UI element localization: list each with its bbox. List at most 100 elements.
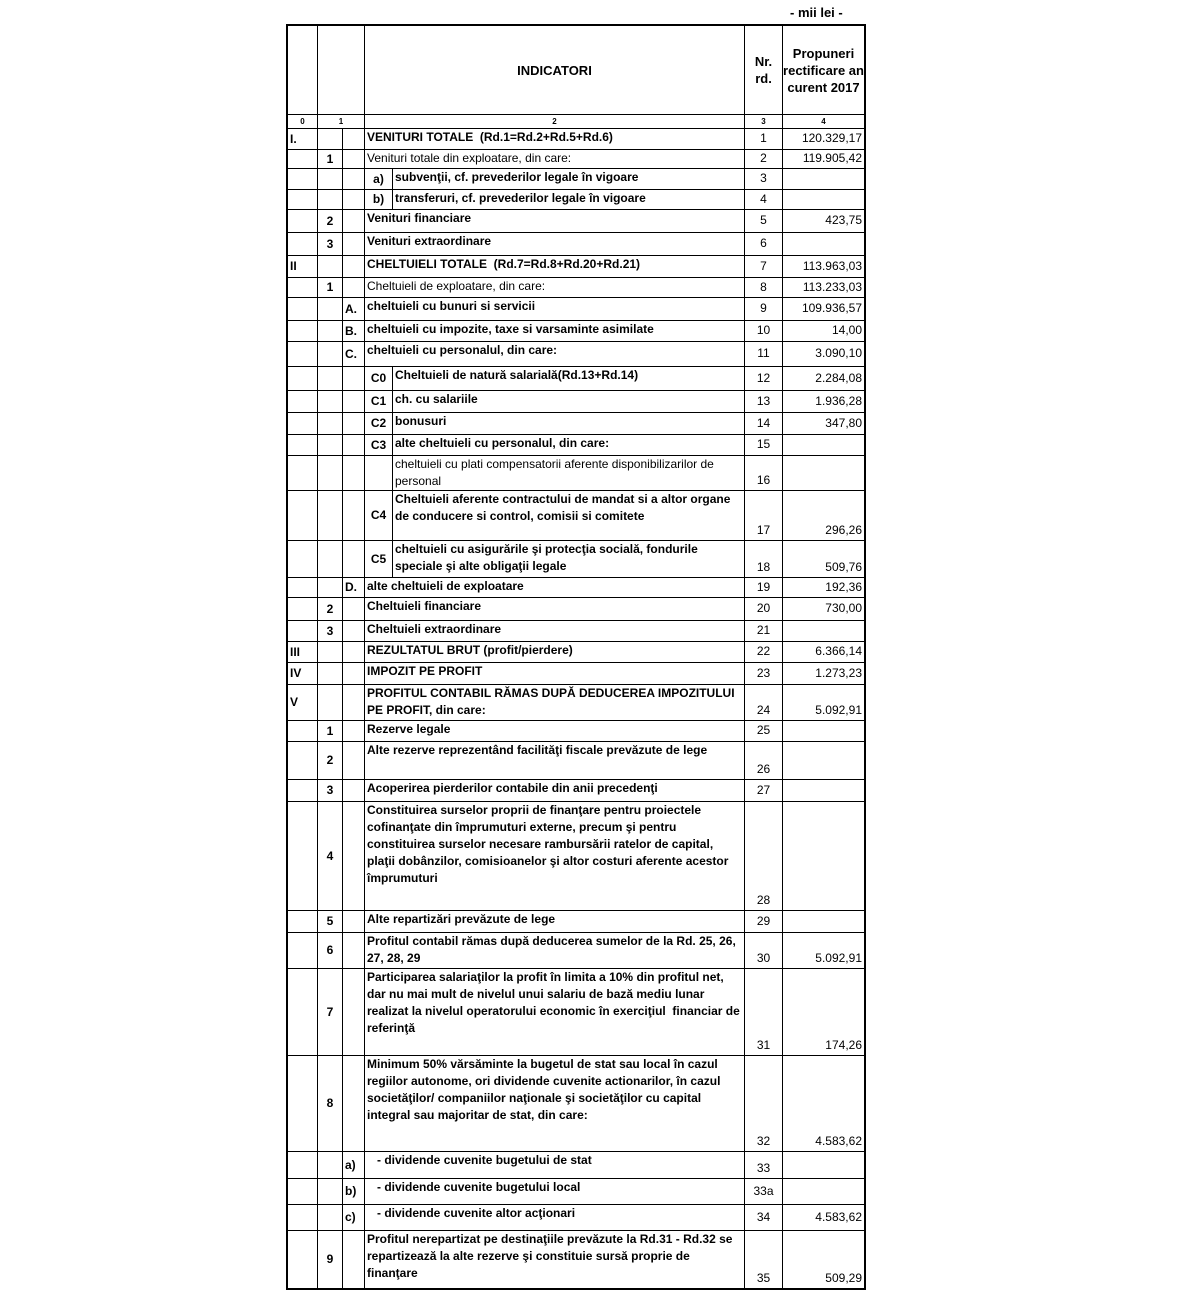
- row-number: [317, 490, 343, 541]
- row-roman: [287, 490, 318, 541]
- row-number: [317, 341, 343, 367]
- header-value: Propuneri rectificare an curent 2017: [782, 25, 865, 115]
- row-letter: [342, 910, 365, 933]
- row-value: 1.273,23: [782, 662, 865, 685]
- row-code: C4: [364, 490, 393, 541]
- row-roman: [287, 168, 318, 190]
- row-nr: 34: [744, 1204, 783, 1231]
- row-indicator: cheltuieli cu bunuri si servicii: [364, 297, 745, 321]
- row-nr: 29: [744, 910, 783, 933]
- row-value: [782, 801, 865, 911]
- row-nr: 25: [744, 720, 783, 742]
- row-nr: 33a: [744, 1178, 783, 1205]
- row-value: [782, 434, 865, 456]
- row-roman: [287, 741, 318, 780]
- row-value: 296,26: [782, 490, 865, 541]
- column-number-3: 3: [744, 114, 783, 129]
- row-number: [317, 297, 343, 321]
- row-indicator: Profitul contabil rămas după deducerea s…: [364, 932, 745, 969]
- row-number: 1: [317, 149, 343, 169]
- row-number: 6: [317, 932, 343, 969]
- row-letter: b): [342, 1178, 365, 1205]
- row-value: 6.366,14: [782, 641, 865, 663]
- row-indicator: Cheltuieli financiare: [364, 597, 745, 621]
- row-nr: 16: [744, 455, 783, 491]
- row-number: 3: [317, 620, 343, 642]
- row-roman: [287, 620, 318, 642]
- row-value: 3.090,10: [782, 341, 865, 367]
- header-blank-1: [317, 25, 365, 115]
- row-number: [317, 390, 343, 413]
- row-nr: 1: [744, 128, 783, 150]
- row-indicator: - dividende cuvenite altor acţionari: [364, 1204, 745, 1231]
- row-indicator: VENITURI TOTALE (Rd.1=Rd.2+Rd.5+Rd.6): [364, 128, 745, 150]
- row-code: C0: [364, 366, 393, 391]
- row-indicator: Constituirea surselor proprii de finanţa…: [364, 801, 745, 911]
- row-nr: 27: [744, 779, 783, 802]
- row-code: C1: [364, 390, 393, 413]
- row-value: 730,00: [782, 597, 865, 621]
- row-nr: 6: [744, 232, 783, 256]
- row-indicator: Alte rezerve reprezentând facilităţi fis…: [364, 741, 745, 780]
- row-code: b): [364, 189, 393, 210]
- row-roman: [287, 341, 318, 367]
- row-nr: 14: [744, 412, 783, 435]
- row-nr: 33: [744, 1151, 783, 1179]
- row-roman: IV: [287, 662, 318, 685]
- row-letter: [342, 597, 365, 621]
- row-indicator: Cheltuieli extraordinare: [364, 620, 745, 642]
- row-number: [317, 455, 343, 491]
- row-letter: c): [342, 1204, 365, 1231]
- row-nr: 18: [744, 540, 783, 578]
- row-code: C3: [364, 434, 393, 456]
- row-roman: I.: [287, 128, 318, 150]
- row-letter: [342, 189, 365, 210]
- row-value: 2.284,08: [782, 366, 865, 391]
- row-value: [782, 910, 865, 933]
- row-letter: [342, 662, 365, 685]
- row-roman: [287, 1204, 318, 1231]
- row-letter: a): [342, 1151, 365, 1179]
- row-number: [317, 320, 343, 342]
- row-number: [317, 684, 343, 721]
- row-roman: [287, 366, 318, 391]
- row-roman: [287, 1230, 318, 1289]
- row-nr: 15: [744, 434, 783, 456]
- row-letter: [342, 390, 365, 413]
- row-nr: 20: [744, 597, 783, 621]
- row-roman: [287, 232, 318, 256]
- row-indicator: cheltuieli cu plati compensatorii aferen…: [392, 455, 745, 491]
- row-roman: [287, 320, 318, 342]
- row-roman: [287, 968, 318, 1056]
- row-roman: [287, 189, 318, 210]
- header-indicatori: INDICATORI: [364, 25, 745, 115]
- row-indicator: Venituri financiare: [364, 209, 745, 233]
- row-value: [782, 1178, 865, 1205]
- row-nr: 30: [744, 932, 783, 969]
- row-indicator: Venituri extraordinare: [364, 232, 745, 256]
- row-code: a): [364, 168, 393, 190]
- row-number: 2: [317, 597, 343, 621]
- row-nr: 31: [744, 968, 783, 1056]
- row-letter: [342, 232, 365, 256]
- row-number: 2: [317, 209, 343, 233]
- column-number-1: 1: [317, 114, 365, 129]
- row-letter: [342, 168, 365, 190]
- row-roman: [287, 779, 318, 802]
- row-value: 119.905,42: [782, 149, 865, 169]
- row-letter: [342, 779, 365, 802]
- row-number: [317, 189, 343, 210]
- row-indicator: Cheltuieli aferente contractului de mand…: [392, 490, 745, 541]
- row-value: 4.583,62: [782, 1055, 865, 1152]
- row-indicator: alte cheltuieli de exploatare: [364, 577, 745, 598]
- row-roman: [287, 577, 318, 598]
- row-number: [317, 540, 343, 578]
- row-letter: [342, 620, 365, 642]
- row-letter: [342, 741, 365, 780]
- row-value: 509,29: [782, 1230, 865, 1289]
- row-number: [317, 641, 343, 663]
- row-nr: 10: [744, 320, 783, 342]
- row-number: [317, 434, 343, 456]
- row-roman: [287, 209, 318, 233]
- row-roman: [287, 540, 318, 578]
